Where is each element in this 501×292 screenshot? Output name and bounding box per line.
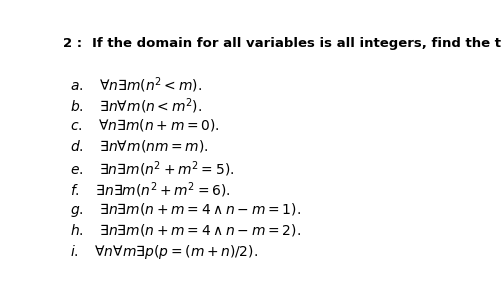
Text: $c. \quad \forall n \exists m(n + m = 0).$: $c. \quad \forall n \exists m(n + m = 0)… bbox=[70, 117, 220, 133]
Text: 2 :: 2 : bbox=[63, 37, 91, 50]
Text: $d. \quad \exists n \forall m(nm = m).$: $d. \quad \exists n \forall m(nm = m).$ bbox=[70, 138, 209, 154]
Text: $e. \quad \exists n \exists m(n^2 + m^2 = 5).$: $e. \quad \exists n \exists m(n^2 + m^2 … bbox=[70, 159, 235, 179]
Text: $b. \quad \exists n \forall m(n < m^2).$: $b. \quad \exists n \forall m(n < m^2).$ bbox=[70, 96, 203, 116]
Text: $i. \quad \forall n \forall m \exists p(p = (m + n)/2).$: $i. \quad \forall n \forall m \exists p(… bbox=[70, 243, 259, 261]
Text: If the domain for all variables is all integers, find the truth value of these s: If the domain for all variables is all i… bbox=[92, 37, 501, 50]
Text: $a. \quad \forall n \exists m(n^2 < m).$: $a. \quad \forall n \exists m(n^2 < m).$ bbox=[70, 76, 202, 95]
Text: $g. \quad \exists n \exists m(n + m = 4 \wedge n - m = 1).$: $g. \quad \exists n \exists m(n + m = 4 … bbox=[70, 201, 301, 219]
Text: $f. \quad \exists n \exists m(n^2 + m^2 = 6).$: $f. \quad \exists n \exists m(n^2 + m^2 … bbox=[70, 180, 231, 200]
Text: $h. \quad \exists n \exists m(n + m = 4 \wedge n - m = 2).$: $h. \quad \exists n \exists m(n + m = 4 … bbox=[70, 222, 301, 238]
